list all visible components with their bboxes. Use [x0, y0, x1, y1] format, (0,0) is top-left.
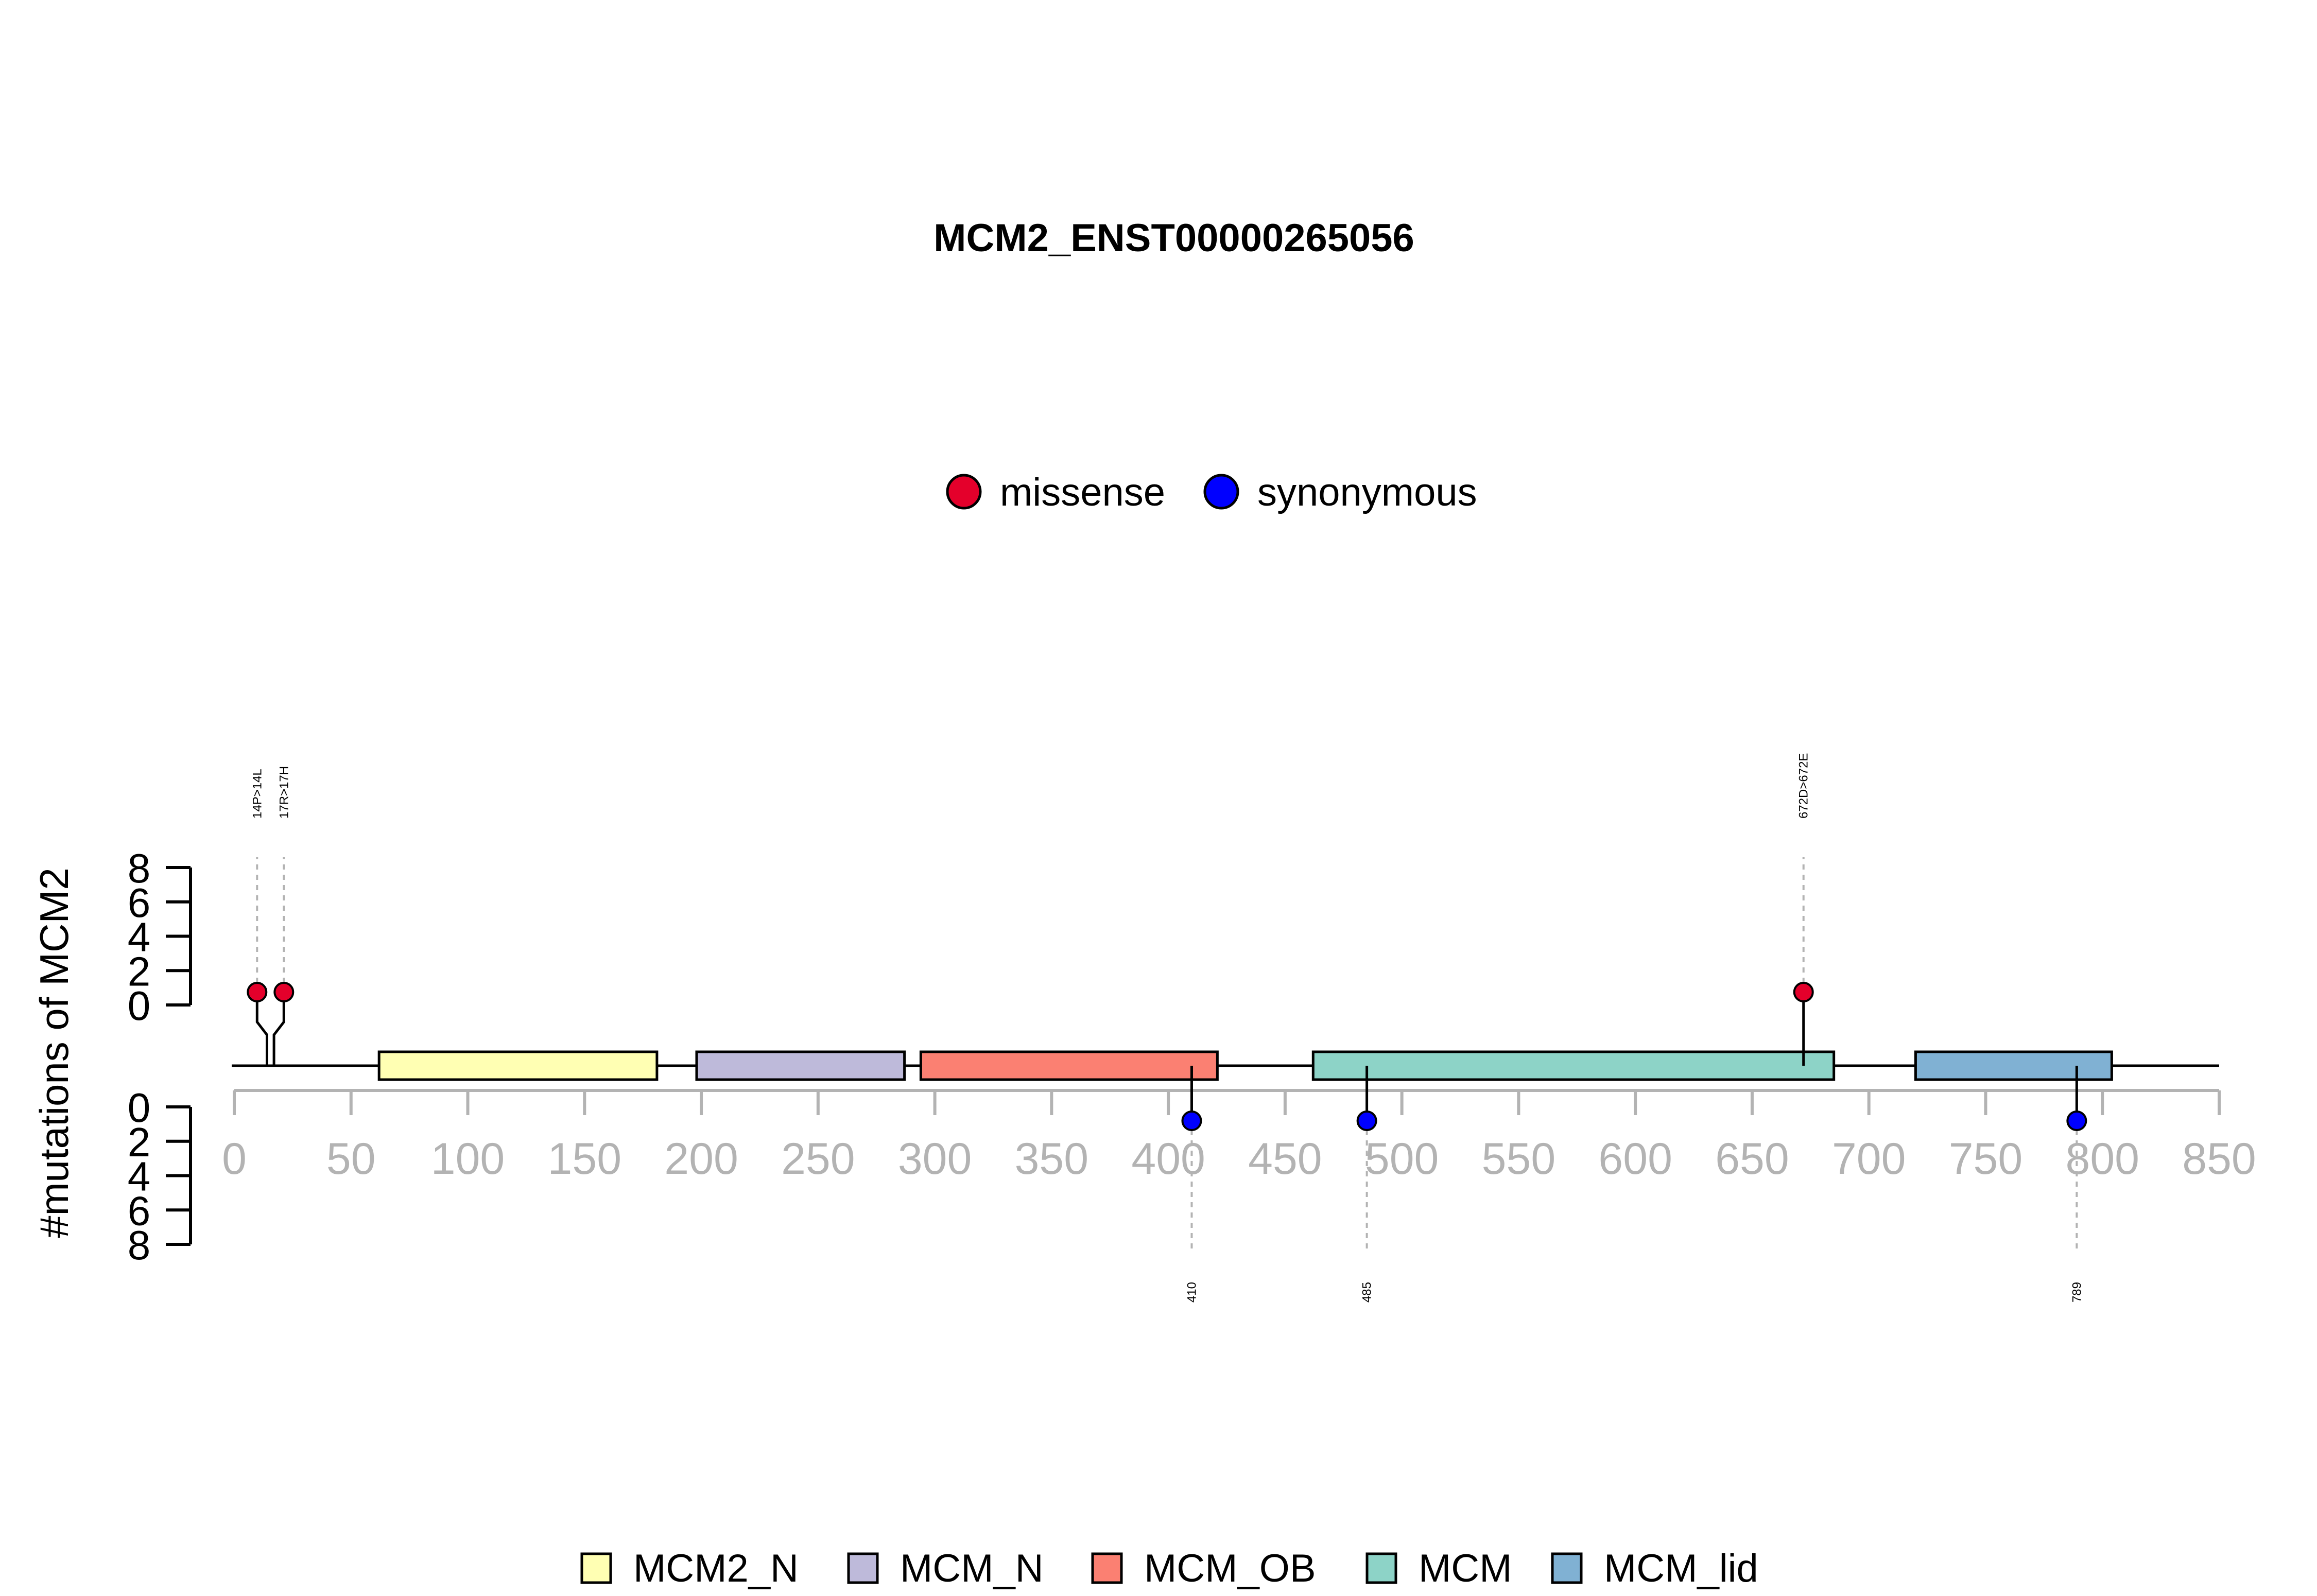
- x-tick-label: 350: [1015, 1134, 1089, 1184]
- y-axis-top-tick-label: 0: [128, 983, 151, 1029]
- y-axis-top-tick-label: 6: [128, 880, 151, 926]
- x-tick-label: 100: [431, 1134, 505, 1184]
- legend-mcm-lid-swatch: [1551, 1552, 1583, 1584]
- x-tick-label: 850: [2182, 1134, 2256, 1184]
- legend-mcm-n-swatch: [847, 1552, 879, 1584]
- legend-mcm-label: MCM: [1419, 1547, 1512, 1590]
- x-tick-label: 300: [898, 1134, 972, 1184]
- x-tick-label: 500: [1365, 1134, 1439, 1184]
- x-tick-label: 150: [548, 1134, 622, 1184]
- y-axis-bottom-tick-label: 2: [128, 1119, 151, 1165]
- x-tick-label: 800: [2065, 1134, 2139, 1184]
- x-tick-label: 50: [326, 1134, 376, 1184]
- y-axis-top-tick-label: 4: [128, 914, 151, 960]
- x-tick-label: 200: [664, 1134, 738, 1184]
- legend-missense-swatch: [946, 474, 982, 510]
- legend-missense-label: missense: [1000, 471, 1165, 514]
- x-tick-label: 250: [781, 1134, 855, 1184]
- mutation-label: 789: [2070, 1282, 2084, 1303]
- mutation-head-synonymous: [2066, 1111, 2087, 1131]
- mutation-label: 485: [1360, 1282, 1374, 1303]
- x-tick-label: 0: [222, 1134, 247, 1184]
- x-tick-label: 450: [1248, 1134, 1322, 1184]
- x-tick-label: 750: [1949, 1134, 2023, 1184]
- domain-mcm-n: [695, 1050, 906, 1081]
- x-tick-label: 650: [1715, 1134, 1789, 1184]
- mutation-head-missense: [247, 982, 268, 1002]
- mutation-label: 17R>17H: [277, 766, 291, 819]
- legend-mcm-lid-label: MCM_lid: [1604, 1547, 1758, 1590]
- legend-mcm2-n-swatch: [580, 1552, 612, 1584]
- y-axis-bottom-tick-label: 0: [128, 1085, 151, 1131]
- mutation-lollipops: 14P>14L 17R>17H 672D>672E 410 485 789: [247, 753, 2087, 1303]
- y-axis-top-tick-label: 2: [128, 948, 151, 994]
- domain-legend: MCM2_N MCM_N MCM_OB MCM MCM_lid: [580, 1547, 1758, 1590]
- mutation-label: 14P>14L: [250, 769, 264, 819]
- domain-mcm2-n: [377, 1050, 659, 1081]
- mutation-head-missense: [273, 982, 295, 1002]
- x-tick-label: 550: [1482, 1134, 1556, 1184]
- mutation-head-missense: [1793, 982, 1814, 1002]
- mutation-label: 410: [1185, 1282, 1199, 1303]
- y-axis-top-tick-label: 8: [128, 845, 151, 891]
- mutation-head-synonymous: [1181, 1111, 1202, 1131]
- legend-mcm-ob-label: MCM_OB: [1144, 1547, 1316, 1590]
- mutation-stem: [255, 992, 268, 1066]
- mutation-stem: [272, 992, 285, 1066]
- domain-mcm-lid: [1914, 1050, 2113, 1081]
- legend-mcm-swatch: [1365, 1552, 1397, 1584]
- domain-mcm: [1311, 1050, 1836, 1081]
- mutation-label: 672D>672E: [1797, 753, 1811, 819]
- axes: 0 50 100 150 200 250 300 350 400 450 500 550 600 650 7…: [128, 845, 2256, 1268]
- y-axis-bottom-tick-label: 4: [128, 1154, 151, 1200]
- y-axis-bottom-tick-label: 8: [128, 1222, 151, 1268]
- legend-mcm-ob-swatch: [1091, 1552, 1123, 1584]
- protein-domains: [232, 1050, 2219, 1081]
- legend-mcm2-n-label: MCM2_N: [633, 1547, 799, 1590]
- chart-title: MCM2_ENST00000265056: [933, 216, 1414, 260]
- mutation-head-synonymous: [1356, 1111, 1377, 1131]
- legend-mcm-n-label: MCM_N: [900, 1547, 1044, 1590]
- mutation-type-legend: missense synonymous: [946, 471, 1477, 514]
- x-tick-label: 400: [1131, 1134, 1205, 1184]
- domain-mcm-ob: [919, 1050, 1219, 1081]
- y-axis-bottom-tick-label: 6: [128, 1188, 151, 1234]
- x-tick-label: 600: [1598, 1134, 1672, 1184]
- x-tick-label: 700: [1832, 1134, 1906, 1184]
- legend-synonymous-swatch: [1203, 474, 1239, 510]
- legend-synonymous-label: synonymous: [1257, 471, 1477, 514]
- y-axis-label: #mutations of MCM2: [31, 868, 77, 1238]
